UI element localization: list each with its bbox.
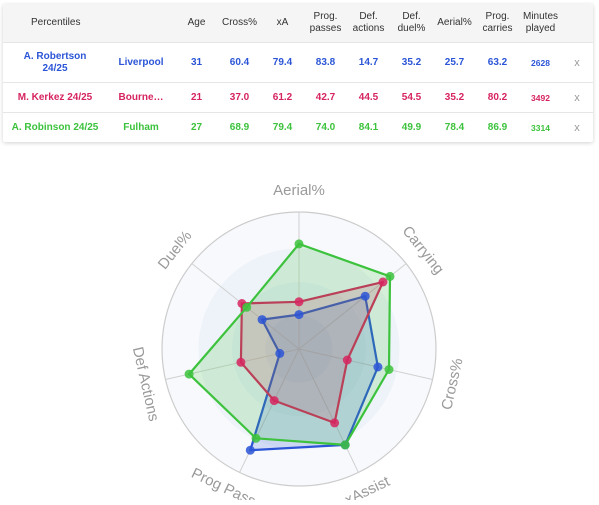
prog-passes-cell: 42.7 [315,92,336,103]
radar-chart: Aerial% Carrying Cross% xAssist Prog Passes D… [0,150,599,505]
radar-data-point [384,365,394,374]
prog-passes-cell: 74.0 [315,122,336,133]
team-link[interactable]: Fulham [123,122,159,133]
radar-data-point [340,440,350,450]
cross-cell: 68.9 [229,122,250,133]
header-prog-carries: Prog. carries [482,11,513,34]
def-actions-cell: 14.7 [358,57,379,68]
xa-cell: 79.4 [272,122,293,133]
header-prog-passes: Prog. passes [309,11,342,34]
aerial-cell: 25.7 [444,57,465,68]
cross-cell: 60.4 [229,57,250,68]
table-row: A. Robertson 24/25 Liverpool 31 60.4 79.4… [3,42,593,83]
def-duel-cell: 35.2 [401,57,422,68]
header-def-actions: Def. actions [352,11,385,34]
player-name-link[interactable]: A. Robertson 24/25 [23,51,87,74]
radar-data-point [385,271,395,281]
radar-axis-label: Cross% [438,357,466,412]
header-minutes: Minutes played [522,11,558,34]
age-cell: 31 [190,57,203,68]
radar-data-point [269,396,279,406]
radar-series-area [188,242,392,446]
table-header-row: Percentiles Age Cross% xA Prog. passes De… [3,4,593,42]
radar-axis-label: Def Actions [129,345,162,423]
prog-carries-cell: 80.2 [487,92,508,103]
radar-data-point [236,357,246,367]
def-duel-cell: 49.9 [401,122,422,133]
prog-carries-cell: 86.9 [487,122,508,133]
table-row: A. Robinson 24/25 Fulham 27 68.9 79.4 74… [3,112,593,143]
radar-data-point [251,433,261,443]
radar-data-point [294,310,304,320]
header-aerial: Aerial% [437,17,472,28]
radar-data-point [257,315,267,325]
prog-passes-cell: 83.8 [315,57,336,68]
aerial-cell: 35.2 [444,92,465,103]
radar-data-point [342,355,352,365]
header-cross: Cross% [221,17,257,28]
minutes-cell: 2628 [531,58,550,68]
player-name-link[interactable]: M. Kerkez 24/25 [17,92,93,103]
minutes-cell: 3492 [531,93,550,103]
def-actions-cell: 84.1 [358,122,379,133]
def-actions-cell: 44.5 [358,92,379,103]
radar-data-point [378,277,388,287]
age-cell: 27 [190,122,203,133]
remove-row-button[interactable]: x [574,122,580,134]
aerial-cell: 78.4 [444,122,465,133]
header-def-duel: Def. duel% [397,11,426,34]
radar-data-point [294,239,304,249]
radar-data-point [275,348,285,358]
header-age: Age [187,17,206,28]
header-xa: xA [276,17,289,28]
remove-row-button[interactable]: x [574,57,580,69]
radar-data-point [360,291,370,301]
radar-series-area [249,295,379,452]
radar-axis-label: Aerial% [273,182,325,199]
team-link[interactable]: Bourne… [118,92,164,103]
remove-row-button[interactable]: x [574,92,580,104]
comparison-table: Percentiles Age Cross% xA Prog. passes De… [3,4,593,142]
radar-spoke [298,348,433,380]
header-percentiles: Percentiles [31,17,81,28]
minutes-cell: 3314 [531,123,550,133]
radar-data-point [330,418,340,428]
radar-data-point [294,297,304,307]
radar-spoke [298,348,359,473]
player-name-link[interactable]: A. Robinson 24/25 [11,122,99,133]
team-link[interactable]: Liverpool [118,57,164,68]
radar-data-point [373,362,383,372]
radar-data-point [242,302,252,312]
cross-cell: 37.0 [229,92,250,103]
radar-data-point [245,445,255,455]
age-cell: 21 [190,92,203,103]
radar-data-point [184,369,194,379]
table-row: M. Kerkez 24/25 Bourne… 21 37.0 61.2 42.… [3,82,593,113]
prog-carries-cell: 63.2 [487,57,508,68]
def-duel-cell: 54.5 [401,92,422,103]
xa-cell: 79.4 [272,57,293,68]
xa-cell: 61.2 [272,92,293,103]
